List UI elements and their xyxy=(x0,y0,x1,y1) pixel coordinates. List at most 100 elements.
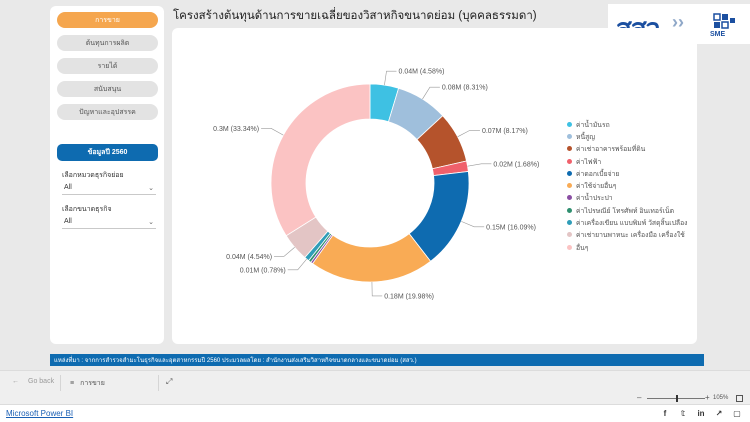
navigation-panel: การขาย ต้นทุนการผลิต รายได้ สนับสนุน ปัญ… xyxy=(50,6,164,344)
chart-card: 0.04M (4.58%) 0.08M (8.31%) 0.07M (8.17%) 0… xyxy=(172,28,697,344)
leader-line xyxy=(422,86,440,100)
go-back-label: Go back xyxy=(28,378,55,385)
legend-label: ค่าไปรษณีย์ โทรศัพท์ อินเทอร์เน็ต xyxy=(576,207,674,215)
legend-item[interactable]: ค่าน้ำประปา xyxy=(567,192,688,204)
legend-label: ค่าเช่าอาคารพร้อมที่ดิน xyxy=(576,146,646,154)
power-bi-link[interactable]: Microsoft Power BI xyxy=(6,409,74,418)
legend-label: ค่าน้ำประปา xyxy=(576,195,613,203)
legend-marker-icon xyxy=(567,170,572,176)
nav-button-support[interactable]: สนับสนุน xyxy=(57,81,158,97)
legend-item[interactable]: หนี้สูญ xyxy=(567,130,688,142)
zoom-level: 105% xyxy=(713,395,729,401)
leader-line xyxy=(457,129,480,138)
donut-slice[interactable] xyxy=(311,233,432,283)
legend-label: หนี้สูญ xyxy=(576,133,596,141)
leader-line xyxy=(261,128,284,136)
data-label: 0.01M (0.78%) xyxy=(240,267,286,274)
data-label: 0.18M (19.98%) xyxy=(384,293,434,300)
donut-chart[interactable]: 0.04M (4.58%) 0.08M (8.31%) 0.07M (8.17%) 0… xyxy=(172,28,697,344)
legend-item[interactable]: ค่าน้ำมันรถ xyxy=(567,118,688,130)
data-label: 0.02M (1.68%) xyxy=(493,161,539,168)
chart-legend: ค่าน้ำมันรถหนี้สูญค่าเช่าอาคารพร้อมที่ดิ… xyxy=(567,118,688,253)
legend-marker-icon xyxy=(567,232,572,238)
legend-marker-icon xyxy=(567,220,572,226)
legend-marker-icon xyxy=(567,146,572,152)
leader-line xyxy=(287,258,307,271)
legend-marker-icon xyxy=(567,207,572,213)
data-label: 0.15M (16.09%) xyxy=(486,224,536,231)
sme-logo-text: SME xyxy=(710,31,726,38)
data-label: 0.3M (33.34%) xyxy=(213,126,259,133)
business-size-value: All xyxy=(64,218,72,225)
business-size-filter-label: เลือกขนาดธุรกิจ xyxy=(62,206,112,213)
legend-item[interactable]: ค่าเช่าอาคารพร้อมที่ดิน xyxy=(567,143,688,155)
legend-marker-icon xyxy=(567,158,572,164)
legend-marker-icon xyxy=(567,183,572,189)
nav-button-problems[interactable]: ปัญหาและอุปสรรค xyxy=(57,104,158,120)
divider xyxy=(60,375,61,391)
legend-marker-icon xyxy=(567,133,572,139)
page-navigation-bar: ← Go back ≡ การขาย ⤢ xyxy=(0,370,750,394)
share-icons: f 𝕥 in ↗ ▢ xyxy=(660,408,742,418)
donut-slice[interactable] xyxy=(270,83,371,237)
legend-marker-icon xyxy=(567,195,572,201)
footer-bar: Microsoft Power BI f 𝕥 in ↗ ▢ xyxy=(0,404,750,422)
facebook-icon[interactable]: f xyxy=(663,408,667,418)
legend-label: ค่าเช่ายานพาหนะ เครื่องมือ เครื่องใช้ xyxy=(576,232,685,240)
back-arrow-icon: ← xyxy=(12,378,19,385)
zoom-bar: – + 105% xyxy=(0,393,750,404)
share-icon[interactable]: ↗ xyxy=(715,408,723,418)
zoom-out-button[interactable]: – xyxy=(637,393,642,402)
zoom-in-button[interactable]: + xyxy=(705,393,710,402)
current-page-label: การขาย xyxy=(80,380,105,387)
go-back-button[interactable]: ← Go back xyxy=(12,378,54,385)
legend-label: ค่าดอกเบี้ยจ่าย xyxy=(576,170,620,178)
nav-button-production-cost[interactable]: ต้นทุนการผลิต xyxy=(57,35,158,51)
data-label: 0.04M (4.58%) xyxy=(398,69,444,76)
legend-item[interactable]: ค่าดอกเบี้ยจ่าย xyxy=(567,167,688,179)
zoom-slider-handle[interactable] xyxy=(676,395,678,402)
legend-item[interactable]: ค่าใช้จ่ายอื่นๆ xyxy=(567,179,688,191)
list-icon: ≡ xyxy=(70,380,75,387)
expand-icon[interactable]: ⤢ xyxy=(166,377,173,386)
leader-line xyxy=(371,281,383,297)
legend-item[interactable]: ค่าไปรษณีย์ โทรศัพท์ อินเทอร์เน็ต xyxy=(567,204,688,216)
leader-line xyxy=(384,70,397,86)
data-label: 0.07M (8.17%) xyxy=(482,128,528,135)
divider xyxy=(158,375,159,391)
legend-marker-icon xyxy=(567,244,572,250)
legend-label: ค่าเครื่องเขียน แบบพิมพ์ วัสดุสิ้นเปลือง xyxy=(576,220,688,228)
nav-button-income[interactable]: รายได้ xyxy=(57,58,158,74)
page-title: โครงสร้างต้นทุนด้านการขายเฉลี่ยของวิสาหก… xyxy=(173,10,537,22)
twitter-icon[interactable]: 𝕥 xyxy=(680,408,686,418)
data-label: 0.08M (8.31%) xyxy=(442,85,488,92)
chevron-arrows-icon: ›› xyxy=(672,12,684,32)
fullscreen-icon[interactable]: ▢ xyxy=(733,408,741,418)
legend-item[interactable]: อื่นๆ xyxy=(567,241,688,253)
report-canvas: การขาย ต้นทุนการผลิต รายได้ สนับสนุน ปัญ… xyxy=(50,4,750,366)
legend-marker-icon xyxy=(567,121,572,127)
pages-menu-button[interactable]: ≡ การขาย xyxy=(70,378,105,389)
sme-logo-icon xyxy=(713,13,735,29)
business-type-dropdown[interactable]: All ⌄ xyxy=(62,181,156,195)
legend-label: ค่าน้ำมันรถ xyxy=(576,121,610,129)
legend-label: อื่นๆ xyxy=(576,244,589,252)
legend-item[interactable]: ค่าไฟฟ้า xyxy=(567,155,688,167)
chevron-down-icon: ⌄ xyxy=(148,218,154,226)
linkedin-icon[interactable]: in xyxy=(697,408,705,418)
source-note: แหล่งที่มา : จากการสำรวจสำมะโนธุรกิจและอ… xyxy=(50,354,704,366)
leader-line xyxy=(461,221,485,228)
year-label: ข้อมูลปี 2560 xyxy=(57,144,158,161)
nav-button-sales[interactable]: การขาย xyxy=(57,12,158,28)
leader-line xyxy=(274,247,295,257)
legend-label: ค่าใช้จ่ายอื่นๆ xyxy=(576,183,617,191)
chevron-down-icon: ⌄ xyxy=(148,184,154,192)
leader-line xyxy=(467,163,492,167)
business-size-dropdown[interactable]: All ⌄ xyxy=(62,215,156,229)
business-type-filter-label: เลือกหมวดธุรกิจย่อย xyxy=(62,172,124,179)
legend-item[interactable]: ค่าเช่ายานพาหนะ เครื่องมือ เครื่องใช้ xyxy=(567,229,688,241)
fit-to-page-icon[interactable] xyxy=(736,395,743,402)
legend-label: ค่าไฟฟ้า xyxy=(576,158,602,166)
legend-item[interactable]: ค่าเครื่องเขียน แบบพิมพ์ วัสดุสิ้นเปลือง xyxy=(567,216,688,228)
business-type-value: All xyxy=(64,184,72,191)
